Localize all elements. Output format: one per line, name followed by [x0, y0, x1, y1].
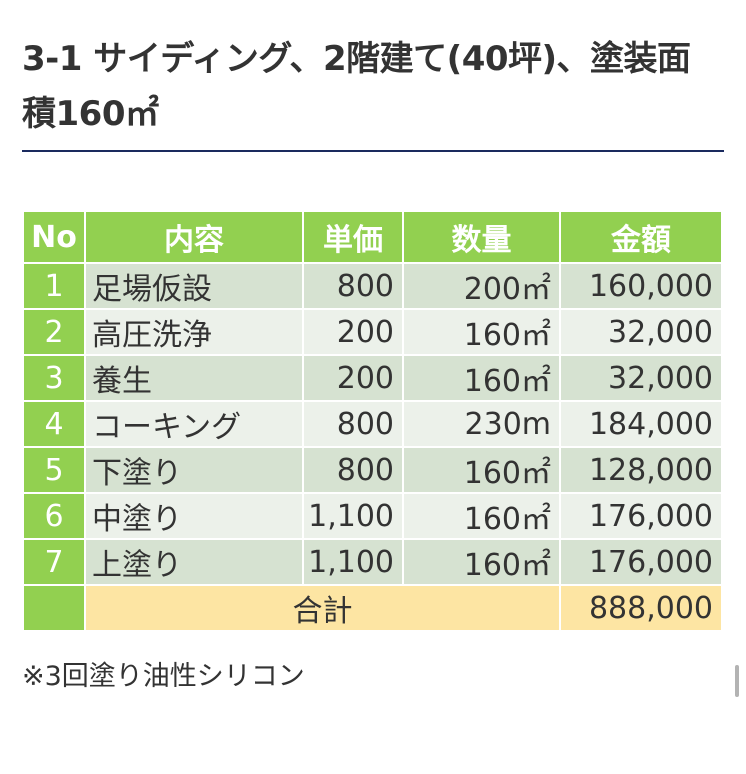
column-header-content: 内容 — [86, 212, 304, 264]
column-header-amount: 金額 — [561, 212, 721, 264]
row-unit-price: 200 — [304, 310, 404, 356]
table-row: 1 足場仮設 800 200㎡ 160,000 — [24, 264, 721, 310]
table-header-row: No 内容 単価 数量 金額 — [24, 212, 721, 264]
table-row: 3 養生 200 160㎡ 32,000 — [24, 356, 721, 402]
row-amount: 32,000 — [561, 310, 721, 356]
row-amount: 184,000 — [561, 402, 721, 448]
row-item: 上塗り — [86, 540, 304, 586]
total-row: 合計 888,000 — [24, 586, 721, 632]
row-item: 足場仮設 — [86, 264, 304, 310]
table-row: 4 コーキング 800 230m 184,000 — [24, 402, 721, 448]
row-number: 3 — [24, 356, 86, 402]
row-unit-price: 200 — [304, 356, 404, 402]
row-quantity: 200㎡ — [404, 264, 561, 310]
row-number: 2 — [24, 310, 86, 356]
row-number: 5 — [24, 448, 86, 494]
row-unit-price: 1,100 — [304, 540, 404, 586]
row-quantity: 160㎡ — [404, 540, 561, 586]
row-unit-price: 800 — [304, 402, 404, 448]
row-number: 4 — [24, 402, 86, 448]
row-quantity: 160㎡ — [404, 494, 561, 540]
row-number: 6 — [24, 494, 86, 540]
row-number: 7 — [24, 540, 86, 586]
row-amount: 128,000 — [561, 448, 721, 494]
footnote: ※3回塗り油性シリコン — [22, 661, 305, 692]
row-item: 養生 — [86, 356, 304, 402]
row-quantity: 160㎡ — [404, 448, 561, 494]
column-header-quantity: 数量 — [404, 212, 561, 264]
table-row: 2 高圧洗浄 200 160㎡ 32,000 — [24, 310, 721, 356]
row-amount: 176,000 — [561, 540, 721, 586]
column-header-unit-price: 単価 — [304, 212, 404, 264]
row-unit-price: 800 — [304, 264, 404, 310]
row-item: 下塗り — [86, 448, 304, 494]
estimate-table: No 内容 単価 数量 金額 1 足場仮設 800 200㎡ 160,000 2… — [24, 212, 721, 632]
column-header-no: No — [24, 212, 86, 264]
total-label: 合計 — [86, 586, 561, 632]
row-quantity: 230m — [404, 402, 561, 448]
table-row: 6 中塗り 1,100 160㎡ 176,000 — [24, 494, 721, 540]
row-item: コーキング — [86, 402, 304, 448]
total-row-number-cell — [24, 586, 86, 632]
row-number: 1 — [24, 264, 86, 310]
row-quantity: 160㎡ — [404, 356, 561, 402]
row-amount: 32,000 — [561, 356, 721, 402]
page-title: 3-1 サイディング、2階建て(40坪)、塗装面積160㎡ — [22, 39, 691, 134]
title-divider — [22, 150, 724, 152]
row-item: 中塗り — [86, 494, 304, 540]
total-amount: 888,000 — [561, 586, 721, 632]
row-unit-price: 1,100 — [304, 494, 404, 540]
row-unit-price: 800 — [304, 448, 404, 494]
table-row: 5 下塗り 800 160㎡ 128,000 — [24, 448, 721, 494]
row-amount: 176,000 — [561, 494, 721, 540]
row-item: 高圧洗浄 — [86, 310, 304, 356]
row-amount: 160,000 — [561, 264, 721, 310]
scroll-indicator[interactable] — [735, 665, 739, 697]
table-row: 7 上塗り 1,100 160㎡ 176,000 — [24, 540, 721, 586]
row-quantity: 160㎡ — [404, 310, 561, 356]
